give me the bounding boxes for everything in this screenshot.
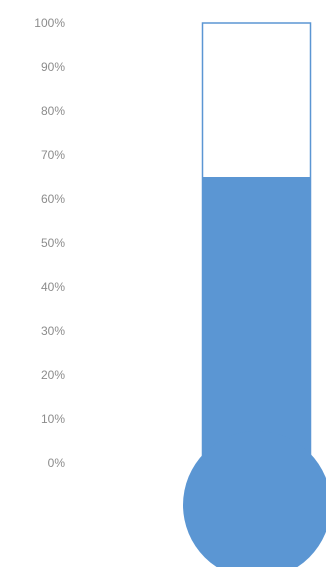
y-tick-label: 50% (41, 236, 65, 250)
y-tick-label: 10% (41, 412, 65, 426)
y-tick-label: 70% (41, 148, 65, 162)
y-tick-label: 20% (41, 368, 65, 382)
y-tick-label: 100% (34, 16, 65, 30)
y-tick-label: 30% (41, 324, 65, 338)
y-tick-label: 40% (41, 280, 65, 294)
y-axis-ticks: 0% 10% 20% 30% 40% 50% 60% 70% 80% 90% 100% (34, 16, 65, 470)
thermometer-bulb (183, 431, 326, 567)
y-tick-label: 80% (41, 104, 65, 118)
y-tick-label: 0% (48, 456, 66, 470)
y-tick-label: 90% (41, 60, 65, 74)
y-tick-label: 60% (41, 192, 65, 206)
